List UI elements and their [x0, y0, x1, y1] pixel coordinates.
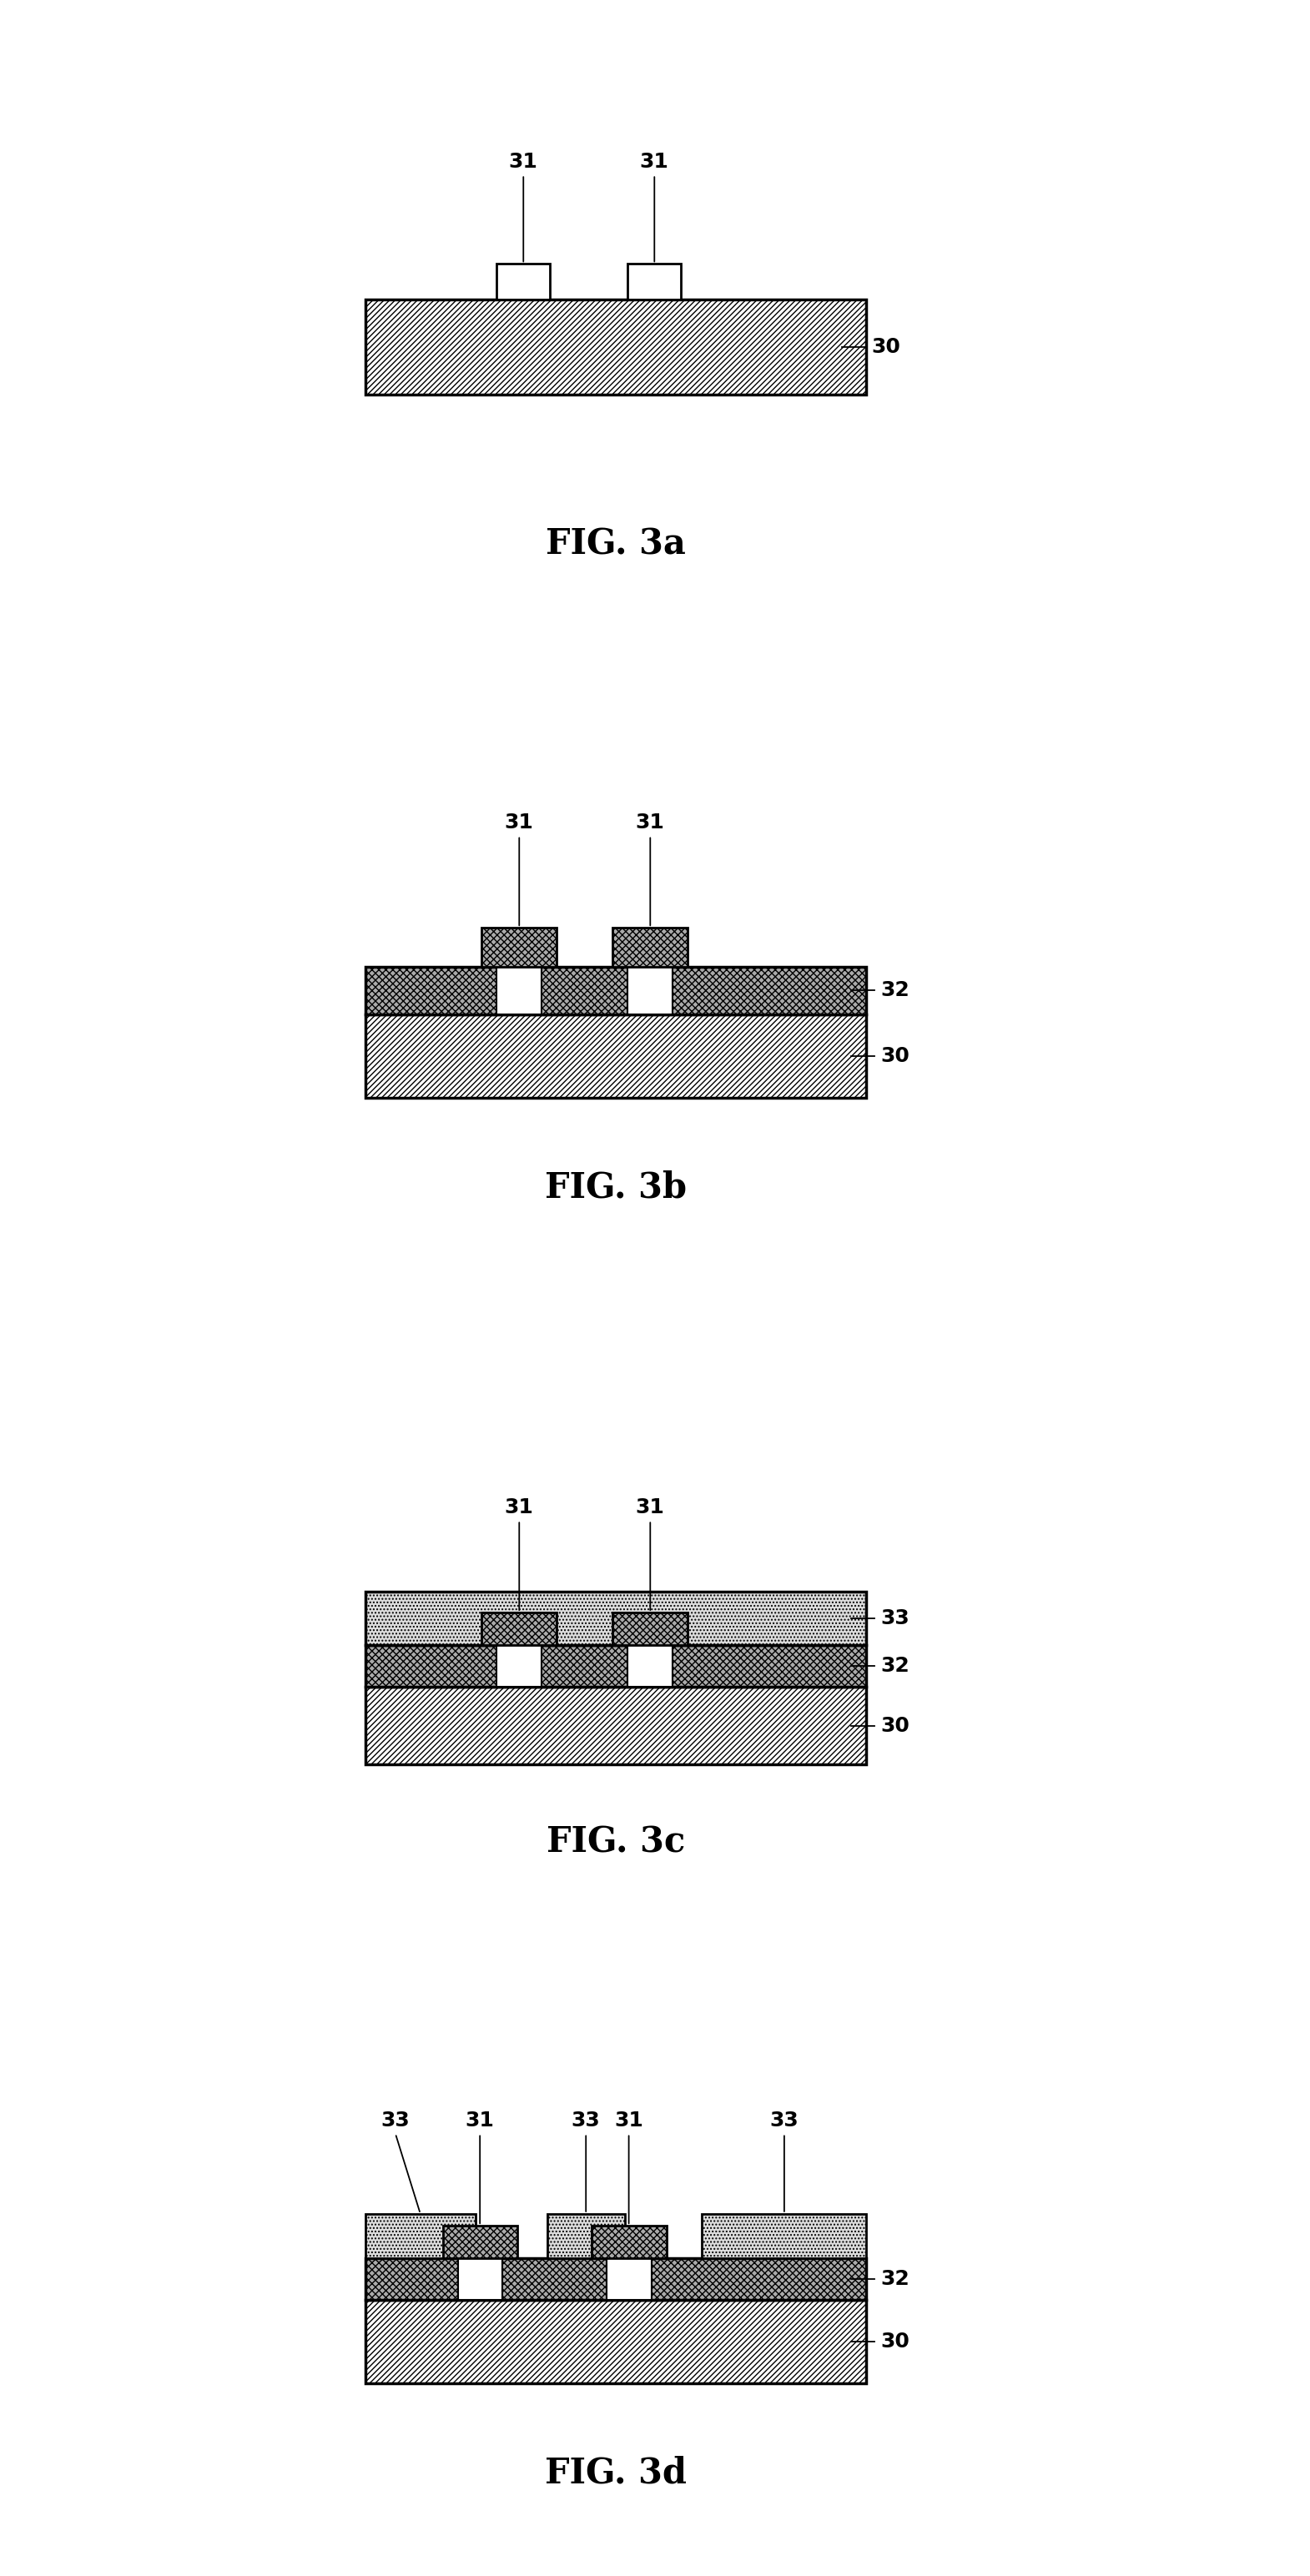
Text: 32: 32: [880, 2269, 909, 2290]
Text: 31: 31: [508, 152, 538, 173]
Text: 31: 31: [614, 2110, 643, 2130]
Bar: [365, 2259, 866, 2300]
Bar: [482, 927, 557, 966]
Bar: [496, 263, 550, 299]
Bar: [496, 966, 541, 1015]
Bar: [548, 2213, 625, 2259]
Bar: [482, 1613, 557, 1646]
Text: 31: 31: [504, 1497, 533, 1517]
Bar: [365, 1592, 866, 1646]
Text: 33: 33: [880, 1607, 909, 1628]
Text: 31: 31: [635, 1497, 664, 1517]
Bar: [613, 927, 688, 966]
Bar: [496, 1646, 541, 1687]
Text: 33: 33: [770, 2110, 799, 2130]
Bar: [365, 1015, 866, 1097]
Text: 31: 31: [504, 811, 533, 832]
Bar: [365, 1646, 866, 1687]
Text: 30: 30: [871, 337, 901, 358]
Bar: [592, 2226, 667, 2259]
Bar: [627, 1646, 672, 1687]
Bar: [365, 2213, 476, 2259]
Bar: [458, 2259, 503, 2300]
Bar: [443, 2226, 517, 2259]
Bar: [702, 2213, 866, 2259]
Text: FIG. 3c: FIG. 3c: [546, 1824, 685, 1860]
Text: 33: 33: [571, 2110, 600, 2130]
Text: 30: 30: [880, 2331, 910, 2352]
Bar: [607, 2259, 651, 2300]
Text: 30: 30: [880, 1046, 910, 1066]
Text: 31: 31: [465, 2110, 494, 2130]
Text: 33: 33: [381, 2110, 410, 2130]
Text: 30: 30: [880, 1716, 910, 1736]
Text: 32: 32: [880, 981, 909, 999]
Bar: [365, 1687, 866, 1765]
Bar: [365, 299, 866, 394]
Bar: [627, 263, 681, 299]
Text: 31: 31: [639, 152, 669, 173]
Text: FIG. 3d: FIG. 3d: [545, 2455, 686, 2491]
Bar: [365, 966, 866, 1015]
Text: FIG. 3a: FIG. 3a: [546, 526, 685, 562]
Bar: [365, 2300, 866, 2383]
Text: FIG. 3b: FIG. 3b: [545, 1170, 686, 1206]
Bar: [627, 966, 672, 1015]
Text: 32: 32: [880, 1656, 909, 1677]
Bar: [613, 1613, 688, 1646]
Text: 31: 31: [635, 811, 664, 832]
